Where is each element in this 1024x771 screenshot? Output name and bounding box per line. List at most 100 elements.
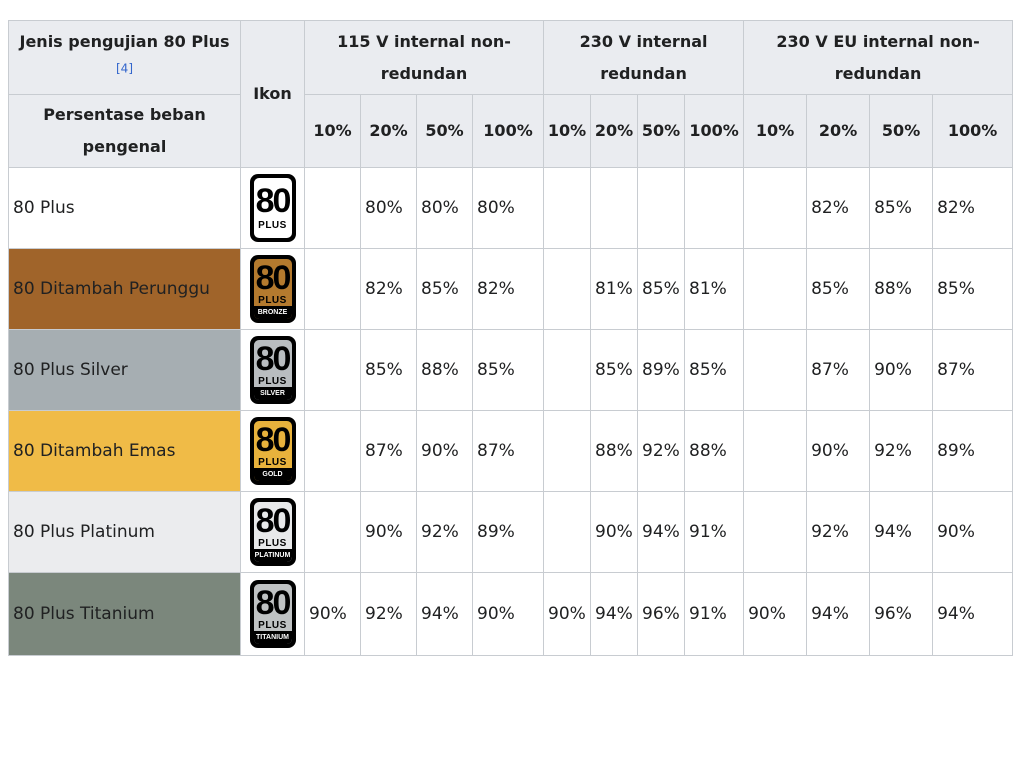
efficiency-value (304, 491, 361, 573)
badge-plus-text: PLUS (258, 295, 287, 306)
badge-number: 80 (255, 259, 292, 297)
efficiency-value: 90% (360, 491, 417, 573)
efficiency-value: 87% (806, 329, 871, 411)
efficiency-value: 90% (471, 572, 545, 656)
tier-name: 80 Ditambah Emas (8, 410, 241, 492)
efficiency-value: 90% (932, 491, 1014, 573)
80-plus-badge-icon: 80 PLUS GOLD (249, 417, 296, 485)
efficiency-value: 85% (471, 329, 545, 411)
efficiency-value: 94% (637, 491, 686, 573)
efficiency-value: 92% (360, 572, 417, 656)
efficiency-value: 88% (416, 329, 473, 411)
pct-header: 20% (806, 94, 871, 168)
efficiency-value: 92% (416, 491, 473, 573)
efficiency-value: 81% (590, 248, 639, 330)
pct-header: 100% (684, 94, 745, 168)
80-plus-badge-icon: 80 PLUS BRONZE (249, 255, 296, 323)
icon-cell: 80 PLUS PLATINUM (240, 491, 305, 573)
efficiency-value: 88% (590, 410, 639, 492)
efficiency-value: 85% (590, 329, 639, 411)
group-header-230v: 230 V internal redundan (543, 20, 745, 95)
efficiency-value (743, 491, 808, 573)
icon-cell: 80 PLUS (240, 167, 305, 249)
efficiency-value: 82% (806, 167, 871, 249)
tier-name: 80 Plus Silver (8, 329, 241, 411)
efficiency-value (304, 410, 361, 492)
efficiency-value: 82% (932, 167, 1014, 249)
efficiency-value (743, 410, 808, 492)
efficiency-value: 91% (684, 572, 745, 656)
efficiency-value: 92% (869, 410, 934, 492)
80-plus-badge-icon: 80 PLUS PLATINUM (249, 498, 296, 566)
badge-tier-text: TITANIUM (253, 631, 292, 644)
efficiency-value (543, 329, 592, 411)
pct-header: 10% (543, 94, 592, 168)
efficiency-value: 90% (590, 491, 639, 573)
efficiency-value: 85% (637, 248, 686, 330)
pct-header: 10% (304, 94, 361, 168)
efficiency-value (304, 329, 361, 411)
efficiency-value: 80% (471, 167, 545, 249)
efficiency-value: 80% (360, 167, 417, 249)
badge-number: 80 (255, 340, 292, 378)
icon-cell: 80 PLUS TITANIUM (240, 572, 305, 656)
badge-tier-text: PLATINUM (253, 549, 292, 562)
efficiency-value (543, 491, 592, 573)
efficiency-value (743, 248, 808, 330)
badge-plus-text: PLUS (258, 376, 287, 387)
efficiency-value: 91% (684, 491, 745, 573)
efficiency-value (637, 167, 686, 249)
badge-plus-text: PLUS (258, 457, 287, 468)
icon-cell: 80 PLUS GOLD (240, 410, 305, 492)
group-header-115v: 115 V internal non-redundan (303, 20, 545, 95)
icon-cell: 80 PLUS SILVER (240, 329, 305, 411)
table-row: 80 Ditambah Emas 80 PLUS GOLD 87% 90% 87% 88% 92… (8, 410, 1014, 492)
test-type-label: Jenis pengujian 80 Plus (19, 31, 230, 51)
table-body: 80 Plus 80 PLUS 80% 80% 80% 82% 85% 82% 80 Ditamb… (8, 167, 1014, 656)
badge-tier-text: GOLD (253, 468, 292, 481)
icon-cell: 80 PLUS BRONZE (240, 248, 305, 330)
efficiency-table: Jenis pengujian 80 Plus [4] Ikon 115 V i… (8, 20, 1014, 656)
efficiency-value: 81% (684, 248, 745, 330)
efficiency-value: 87% (360, 410, 417, 492)
efficiency-value: 90% (869, 329, 934, 411)
efficiency-value: 82% (360, 248, 417, 330)
efficiency-value: 90% (743, 572, 808, 656)
efficiency-value: 90% (304, 572, 361, 656)
efficiency-value: 80% (416, 167, 473, 249)
pct-header: 50% (869, 94, 934, 168)
table-row: 80 Plus 80 PLUS 80% 80% 80% 82% 85% 82% (8, 167, 1014, 249)
tier-name: 80 Plus (8, 167, 241, 249)
efficiency-value: 85% (806, 248, 871, 330)
badge-number: 80 (255, 584, 292, 622)
efficiency-value: 85% (869, 167, 934, 249)
efficiency-value: 85% (360, 329, 417, 411)
efficiency-value: 88% (684, 410, 745, 492)
table-row: 80 Ditambah Perunggu 80 PLUS BRONZE 82% 85% 82… (8, 248, 1014, 330)
badge-number: 80 (255, 502, 292, 540)
efficiency-value: 89% (932, 410, 1014, 492)
efficiency-value: 87% (471, 410, 545, 492)
load-header: Persentase beban pengenal (8, 94, 241, 168)
badge-tier-text: SILVER (253, 387, 292, 400)
efficiency-value: 90% (806, 410, 871, 492)
efficiency-value (590, 167, 639, 249)
icon-header: Ikon (240, 20, 305, 168)
efficiency-value: 85% (684, 329, 745, 411)
efficiency-value: 89% (637, 329, 686, 411)
80-plus-badge-icon: 80 PLUS (249, 174, 296, 242)
efficiency-value: 94% (590, 572, 639, 656)
tier-name: 80 Plus Titanium (8, 572, 241, 656)
table-row: 80 Plus Titanium 80 PLUS TITANIUM 90% 92% 94% 9… (8, 572, 1014, 656)
80-plus-badge-icon: 80 PLUS TITANIUM (249, 580, 296, 648)
badge-number: 80 (255, 182, 292, 220)
efficiency-value (743, 167, 808, 249)
badge-plus-text: PLUS (258, 620, 287, 631)
efficiency-value: 92% (637, 410, 686, 492)
table-row: 80 Plus Platinum 80 PLUS PLATINUM 90% 92% 89% 9… (8, 491, 1014, 573)
badge-plus-text: PLUS (258, 220, 287, 231)
efficiency-value: 94% (806, 572, 871, 656)
reference-link[interactable]: [4] (116, 61, 133, 76)
efficiency-value (543, 410, 592, 492)
test-type-header: Jenis pengujian 80 Plus [4] (8, 20, 241, 95)
